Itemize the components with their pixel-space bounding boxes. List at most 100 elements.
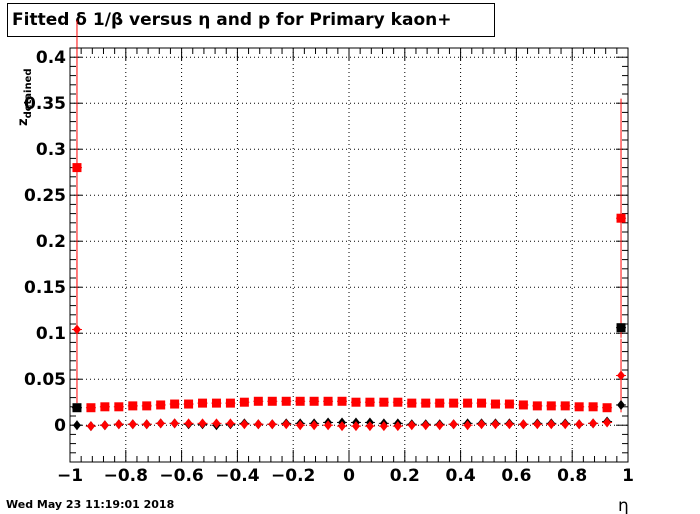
data-point-diamond [491, 419, 500, 430]
grid [70, 48, 628, 462]
data-point-diamond [282, 419, 291, 430]
data-point-square [267, 396, 277, 406]
data-point-square [323, 396, 333, 406]
data-point-square [477, 398, 487, 408]
data-point-diamond [533, 419, 542, 430]
data-point-diamond [324, 420, 333, 431]
y-tick-label: 0 [54, 416, 66, 436]
data-point-square [546, 401, 556, 411]
data-point-square [253, 396, 263, 406]
data-point-diamond [617, 370, 626, 381]
data-point-square [184, 399, 194, 409]
axis-ticks [69, 47, 629, 463]
plot-frame [69, 47, 629, 463]
y-tick-label: 0.25 [24, 186, 66, 206]
data-point-diamond [226, 418, 235, 429]
data-point-diamond [310, 420, 319, 431]
data-point-square [518, 400, 528, 410]
y-tick-label: 0.05 [24, 370, 66, 390]
data-point-square [72, 403, 82, 413]
data-point-diamond [128, 419, 137, 430]
data-point-square [225, 398, 235, 408]
data-point-square [490, 399, 500, 409]
data-point-square [128, 401, 138, 411]
data-point-diamond [393, 421, 402, 432]
data-point-square [211, 398, 221, 408]
y-tick-label: 0.4 [36, 48, 66, 68]
data-point-square [560, 401, 570, 411]
data-point-square [365, 397, 375, 407]
timestamp: Wed May 23 11:19:01 2018 [6, 498, 175, 511]
y-axis-label: zdetained [16, 68, 34, 126]
x-tick-label: −0.8 [104, 466, 148, 486]
data-point-diamond [463, 420, 472, 431]
x-tick-label: −1 [57, 466, 83, 486]
data-point-diamond [114, 419, 123, 430]
data-point-square [379, 397, 389, 407]
data-point-diamond [156, 418, 165, 429]
chart-title: Fitted δ 1/β versus η and p for Primary … [7, 3, 495, 37]
data-point-square [72, 163, 82, 173]
data-point-diamond [477, 419, 486, 430]
data-point-diamond [72, 324, 81, 335]
data-point-diamond [268, 419, 277, 430]
data-point-diamond [603, 417, 612, 428]
data-point-square [532, 401, 542, 411]
data-point-diamond [617, 399, 626, 410]
data-point-square [114, 402, 124, 412]
data-point-diamond [100, 420, 109, 431]
data-point-square [393, 397, 403, 407]
data-point-diamond [407, 420, 416, 431]
data-point-diamond [296, 420, 305, 431]
data-point-diamond [449, 419, 458, 430]
data-point-square [86, 403, 96, 413]
x-tick-label: −0.4 [215, 466, 260, 486]
data-point-square [295, 396, 305, 406]
data-point-diamond [547, 419, 556, 430]
data-point-square [142, 401, 152, 411]
data-point-square [337, 396, 347, 406]
data-point-diamond [379, 421, 388, 432]
data-point-square [504, 399, 514, 409]
y-tick-label: 0.2 [36, 232, 66, 252]
data-point-diamond [170, 418, 179, 429]
x-tick-label: 0.8 [557, 466, 587, 486]
data-point-square [100, 402, 110, 412]
x-tick-label: 0.2 [390, 466, 420, 486]
data-point-square [239, 397, 249, 407]
data-point-diamond [212, 418, 221, 429]
x-tick-label: −0.6 [159, 466, 203, 486]
data-point-square [616, 323, 626, 333]
data-point-square [449, 398, 459, 408]
tick-labels: −1 −0.8 −0.6 −0.4 −0.2 0 0.2 0.4 0.6 0.8 1 0 0.05 0.1… [24, 48, 634, 486]
y-tick-label: 0.1 [36, 324, 66, 344]
data-point-diamond [184, 418, 193, 429]
data-point-square [407, 398, 417, 408]
data-point-diamond [365, 421, 374, 432]
y-tick-label: 0.3 [36, 140, 66, 160]
x-tick-label: −0.2 [271, 466, 315, 486]
data-point-diamond [72, 420, 81, 431]
data-point-square [463, 398, 473, 408]
data-point-square [309, 396, 319, 406]
data-point-diamond [435, 420, 444, 431]
data-point-diamond [240, 419, 249, 430]
data-point-diamond [421, 420, 430, 431]
data-point-diamond [589, 418, 598, 429]
data-point-square [156, 400, 166, 410]
data-point-diamond [505, 419, 514, 430]
data-point-square [616, 213, 626, 223]
data-point-square [281, 396, 291, 406]
data-point-square [351, 397, 361, 407]
data-point-diamond [575, 419, 584, 430]
x-tick-label: 1 [622, 466, 634, 486]
x-axis-label: η [618, 496, 629, 514]
data-point-diamond [561, 419, 570, 430]
x-tick-label: 0.4 [446, 466, 476, 486]
data-point-square [435, 398, 445, 408]
data-point-square [574, 402, 584, 412]
x-tick-label: 0 [343, 466, 355, 486]
data-point-diamond [86, 421, 95, 432]
data-point-diamond [198, 418, 207, 429]
